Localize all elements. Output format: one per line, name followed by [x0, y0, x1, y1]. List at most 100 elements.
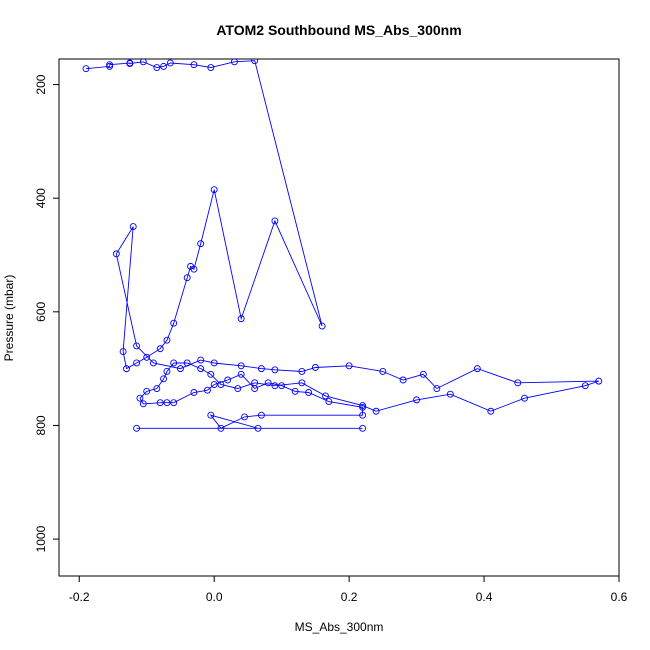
data-point: [359, 411, 367, 419]
x-tick-label: 0.0: [206, 590, 223, 604]
data-point: [153, 385, 161, 392]
data-point: [271, 382, 279, 390]
data-point: [210, 381, 218, 388]
data-point: [187, 262, 195, 270]
data-point: [156, 345, 164, 353]
x-axis-title: MS_Abs_300nm: [295, 620, 384, 634]
data-point: [251, 385, 259, 392]
data-point: [106, 61, 114, 69]
data-point: [166, 59, 174, 67]
data-point: [190, 389, 198, 396]
data-point: [139, 59, 147, 66]
data-point: [210, 359, 218, 367]
data-point: [359, 402, 367, 410]
data-point: [139, 400, 147, 408]
data-point: [325, 398, 333, 406]
data-point: [345, 362, 353, 370]
data-point: [106, 62, 114, 70]
data-point: [271, 366, 279, 374]
data-point: [197, 240, 205, 248]
data-point: [119, 348, 127, 356]
data-point: [176, 365, 184, 373]
data-point: [254, 424, 262, 432]
plot-frame: [58, 58, 620, 577]
data-point: [433, 385, 441, 392]
data-point: [217, 424, 225, 432]
data-point: [153, 64, 161, 71]
data-point: [217, 381, 225, 388]
data-point: [291, 387, 299, 395]
data-point: [224, 376, 232, 384]
data-point: [359, 424, 367, 432]
data-point: [133, 424, 141, 432]
data-point: [322, 392, 329, 400]
data-point: [160, 375, 168, 383]
y-tick-label: 200: [34, 74, 48, 94]
data-point: [197, 365, 205, 373]
data-point: [379, 368, 387, 375]
data-point: [278, 382, 286, 390]
x-tick-label: 0.4: [476, 590, 493, 604]
data-point: [487, 407, 495, 415]
data-point: [183, 274, 191, 282]
data-point: [251, 59, 259, 65]
data-point: [514, 379, 522, 387]
data-point: [413, 396, 421, 404]
y-tick-label: 1000: [34, 525, 48, 552]
data-point: [170, 319, 178, 327]
y-tick-label: 400: [34, 188, 48, 208]
data-point: [123, 365, 130, 373]
data-point: [237, 315, 245, 323]
data-point: [264, 379, 272, 387]
data-point: [446, 390, 454, 398]
data-point: [133, 359, 141, 367]
series-line: [85, 60, 599, 429]
x-tick-label: 0.6: [611, 590, 628, 604]
data-point: [237, 362, 245, 370]
data-point: [82, 65, 90, 73]
data-point: [318, 322, 326, 330]
data-point: [230, 59, 238, 66]
x-axis: -0.2 0.0 0.2 0.4 0.6: [69, 576, 628, 604]
data-point: [234, 385, 242, 392]
data-point: [143, 353, 151, 361]
chart-title: ATOM2 Southbound MS_Abs_300nm: [216, 22, 461, 38]
data-point: [150, 359, 157, 367]
data-point: [207, 411, 215, 419]
data-point: [210, 186, 218, 194]
data-point: [521, 394, 528, 402]
data-point: [203, 386, 211, 394]
data-point: [298, 379, 306, 387]
data-layer: [82, 59, 603, 432]
data-point: [160, 62, 168, 70]
data-point: [473, 365, 481, 373]
data-point: [170, 359, 178, 367]
data-point: [305, 389, 313, 396]
data-point: [595, 377, 603, 385]
data-point: [207, 64, 215, 71]
data-point: [163, 336, 171, 344]
data-point: [298, 368, 306, 375]
data-point: [170, 399, 178, 407]
data-point: [136, 394, 144, 402]
data-point: [399, 376, 407, 384]
data-point: [163, 368, 171, 375]
data-point: [190, 61, 198, 69]
y-tick-label: 800: [34, 415, 48, 435]
data-point: [143, 387, 151, 395]
x-tick-label: -0.2: [69, 590, 90, 604]
data-point: [133, 342, 141, 350]
data-point: [183, 359, 191, 367]
y-tick-label: 600: [34, 301, 48, 321]
data-point: [419, 370, 427, 378]
data-point: [156, 399, 164, 407]
data-point: [241, 413, 248, 421]
data-point: [197, 356, 205, 364]
data-point: [237, 370, 245, 378]
data-point: [112, 250, 120, 258]
data-point: [163, 399, 171, 407]
data-point: [581, 382, 589, 390]
data-point: [257, 411, 265, 419]
data-point: [257, 365, 265, 373]
